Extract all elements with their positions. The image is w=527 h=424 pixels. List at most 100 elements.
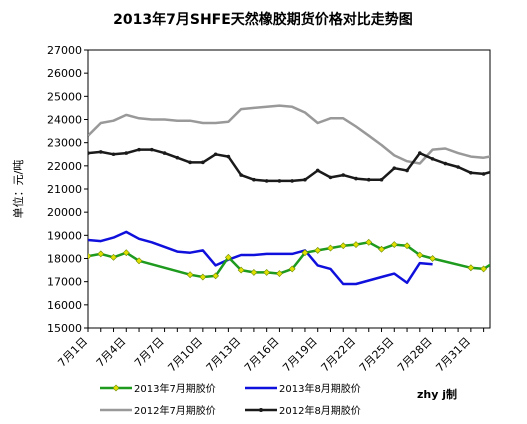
series-lines [88,104,511,286]
y-tick-label: 20000 [47,206,82,219]
data-point [469,170,473,175]
data-point [252,177,256,182]
data-point [392,166,397,170]
y-tick-label: 19000 [47,229,82,242]
legend-label: 2013年8月期胶价 [279,382,361,395]
data-point [418,151,422,155]
x-tick-label: 7月10日 [165,335,205,375]
y-tick-label: 15000 [47,322,82,335]
author-signature: zhy j制 [417,387,457,401]
y-axis: 15000 16000 17000 18000 19000 20000 21000 22000… [47,44,88,335]
data-point [97,250,105,258]
data-point [224,253,232,261]
data-point [481,172,486,176]
x-tick-label: 7月7日 [132,335,167,370]
series-line [88,230,433,286]
legend-label: 2013年7月期胶价 [134,382,216,395]
data-point [327,244,334,252]
legend-item: 2012年8月期胶价 [245,404,361,417]
legend-marker [259,408,263,412]
series-path [88,148,490,183]
data-point [314,246,322,254]
data-point [379,177,384,182]
data-point [378,245,385,253]
legend-item: 2013年7月期胶价 [100,382,216,395]
series-line [88,238,490,281]
legend: 2013年7月期胶价 2013年8月期胶价 2012年7月期胶价 2012年8月期胶价 [100,382,361,417]
data-point [98,150,103,154]
y-tick-label: 18000 [47,253,82,266]
x-axis: 7月1日 7月4日 7月7日7月10日7月13日7月16日7月19日7月22日7月2… [55,328,485,375]
x-tick-label: 7月1日 [55,335,90,370]
chart-title: 2013年7月SHFE天然橡胶期货价格对比走势图 [113,11,413,28]
data-point [456,165,460,169]
y-tick-label: 26000 [47,67,82,80]
data-point [212,272,220,280]
data-point [124,151,129,155]
data-point [303,177,307,182]
data-point [354,176,358,181]
data-point [341,173,346,177]
series-line [88,104,490,165]
data-point [135,257,143,265]
plot-area [87,49,491,329]
data-point [150,147,154,152]
data-point [288,265,296,273]
data-point [339,242,347,250]
y-tick-label: 16000 [47,299,82,312]
data-point [366,177,371,182]
x-tick-label: 7月13日 [204,335,244,375]
data-point [301,249,309,257]
data-point [467,264,475,272]
x-tick-label: 7月16日 [242,335,282,375]
data-point [162,151,167,155]
data-point [175,155,180,160]
y-tick-label: 27000 [47,44,82,57]
legend-label: 2012年7月期胶价 [134,404,216,417]
x-tick-label: 7月25日 [357,335,397,375]
data-point [443,161,448,166]
y-axis-label: 单位：元/吨 [11,160,25,219]
data-point [111,152,116,157]
data-point [328,175,333,180]
y-tick-label: 22000 [47,160,82,173]
data-point [186,271,194,279]
data-point [429,255,436,262]
data-point [290,179,294,183]
data-point [430,157,435,161]
data-point [88,151,90,155]
y-tick-label: 24000 [47,114,82,127]
data-point [263,268,271,276]
data-point [315,168,320,173]
data-point [213,152,218,157]
series-line [88,147,511,183]
data-point [507,176,511,180]
y-tick-label: 23000 [47,137,82,150]
data-point [495,169,499,173]
x-tick-label: 7月28日 [395,335,435,375]
x-tick-label: 7月22日 [319,335,359,375]
data-point [239,173,243,177]
series-path [88,230,433,286]
data-point [88,252,92,260]
data-point [199,273,207,281]
x-tick-label: 7月4日 [94,335,129,370]
data-point [352,241,360,249]
data-point [390,241,398,249]
legend-marker [112,384,120,392]
data-point [276,270,283,277]
data-point [405,168,409,173]
data-point [122,249,130,257]
data-point [277,179,282,183]
data-point [237,266,245,274]
data-point [250,268,258,276]
legend-label: 2012年8月期胶价 [279,404,361,417]
y-tick-label: 17000 [47,276,82,289]
data-point [110,253,117,261]
data-point [403,242,411,250]
legend-item: 2013年8月期胶价 [245,382,361,395]
x-tick-label: 7月31日 [433,335,473,375]
data-point [416,251,424,259]
data-point [480,265,488,273]
